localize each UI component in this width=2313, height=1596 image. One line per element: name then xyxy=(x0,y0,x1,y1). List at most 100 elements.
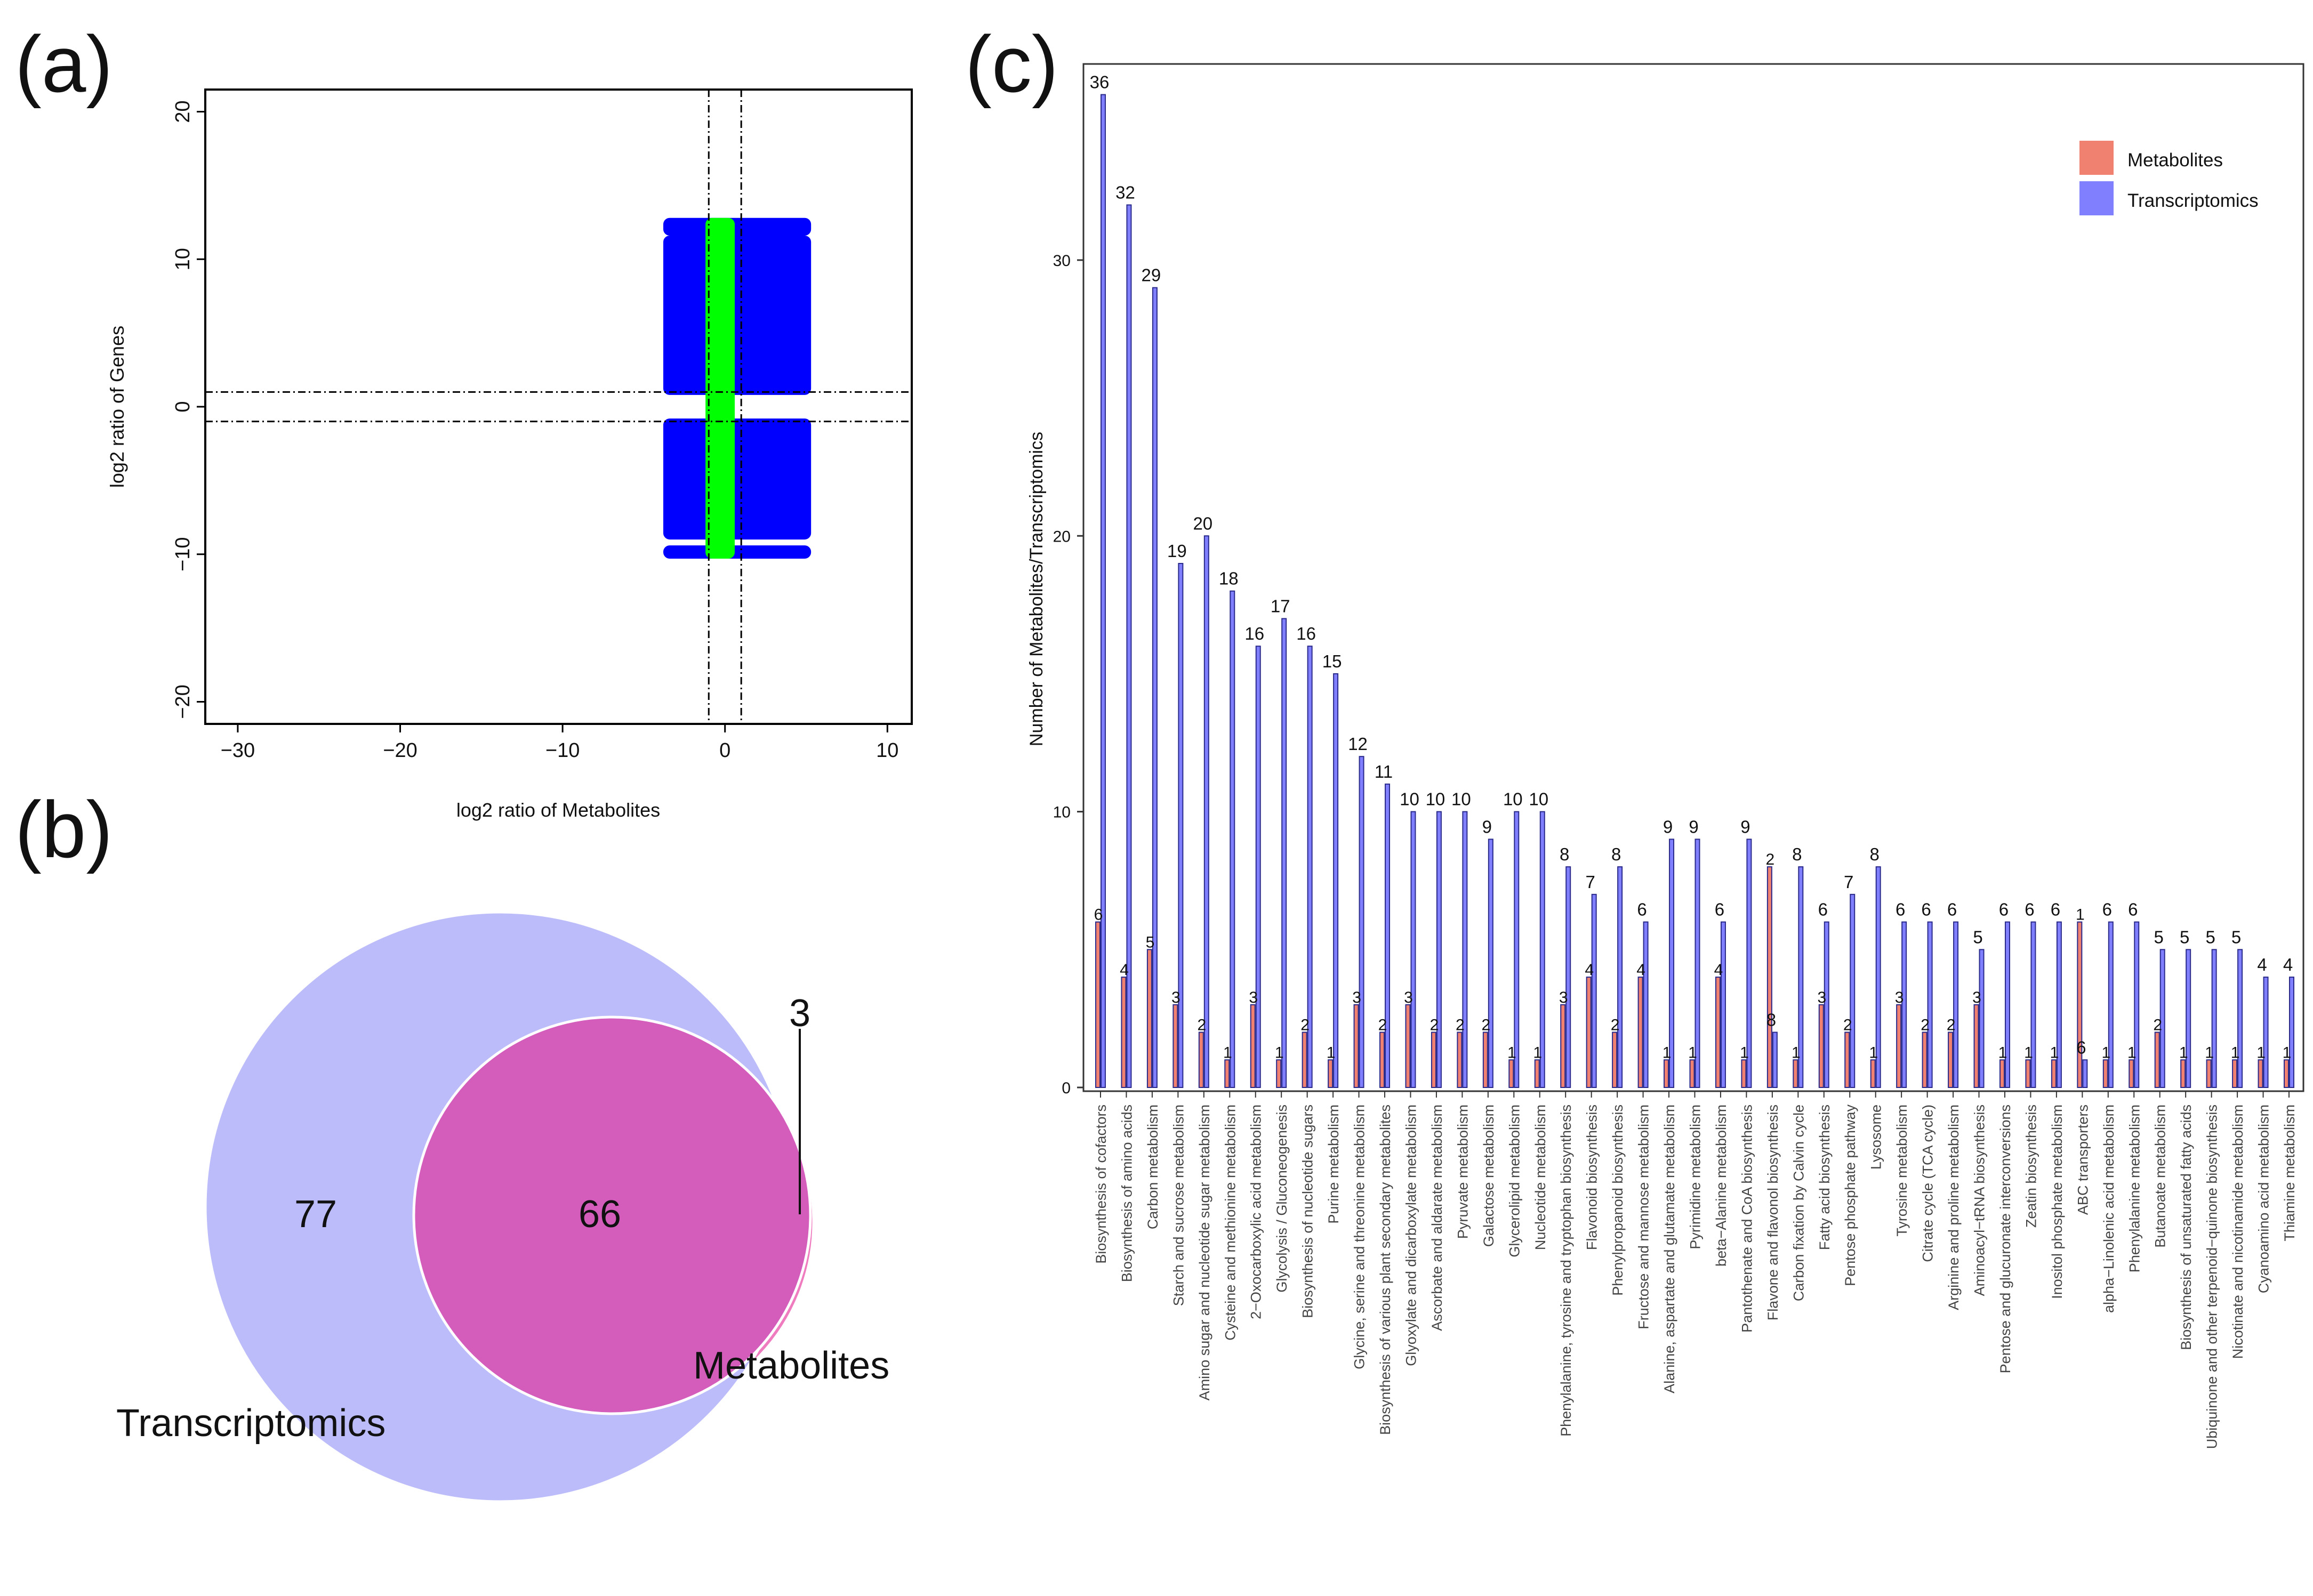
legend-metabolites-swatch xyxy=(2079,141,2114,175)
metabolites-bar xyxy=(1973,1004,1979,1089)
transcriptomics-bar xyxy=(2134,921,2140,1089)
transcriptomics-bar xyxy=(1617,866,1623,1088)
transcriptomics-value-label: 6 xyxy=(1896,900,1905,920)
transcriptomics-value-label: 6 xyxy=(2128,900,2138,920)
y-tick-label: 20 xyxy=(172,100,194,123)
transcriptomics-value-label: 5 xyxy=(2180,927,2189,947)
transcriptomics-bar xyxy=(1333,673,1339,1088)
metabolites-value-label: 1 xyxy=(1792,1044,1801,1061)
transcriptomics-value-label: 6 xyxy=(2025,900,2034,920)
transcriptomics-value-label: 6 xyxy=(1818,900,1828,920)
metabolites-value-label: 4 xyxy=(1636,961,1645,979)
metabolites-bar xyxy=(1664,1059,1669,1089)
transcriptomics-value-label: 5 xyxy=(2231,927,2241,947)
category-label: Inositol phosphate metabolism xyxy=(2049,1105,2065,1299)
transcriptomics-bar xyxy=(1901,921,1907,1089)
transcriptomics-bar xyxy=(1436,811,1442,1088)
transcriptomics-value-label: 10 xyxy=(1503,789,1523,809)
metabolites-bar xyxy=(1637,977,1643,1089)
metabolites-value-label: 1 xyxy=(1998,1044,2007,1061)
bar-y-tick-label: 10 xyxy=(1053,804,1071,821)
metabolites-bar xyxy=(2206,1059,2212,1089)
x-axis-ticks: −30 −20 −10 0 10 xyxy=(221,724,898,762)
metabolites-value-label: 1 xyxy=(1869,1044,1878,1061)
category-label: ABC transporters xyxy=(2075,1105,2091,1215)
transcriptomics-bar xyxy=(1488,839,1493,1088)
metabolites-value-label: 3 xyxy=(1404,989,1413,1006)
legend-transcriptomics-label: Transcriptomics xyxy=(2127,190,2259,211)
metabolites-value-label: 1 xyxy=(2231,1044,2240,1061)
blue-point-block xyxy=(663,545,812,559)
transcriptomics-bar xyxy=(1565,866,1571,1088)
transcriptomics-bar xyxy=(1824,921,1829,1089)
transcriptomics-value-label: 8 xyxy=(1611,844,1621,864)
blue-point-block xyxy=(663,217,812,236)
transcriptomics-bar xyxy=(2159,949,2165,1089)
metabolites-value-label: 3 xyxy=(1249,989,1258,1006)
transcriptomics-value-label: 6 xyxy=(2051,900,2060,920)
metabolites-bar xyxy=(1198,1031,1204,1089)
metabolites-value-label: 3 xyxy=(1171,989,1180,1006)
metabolites-value-label: 1 xyxy=(1663,1044,1672,1061)
transcriptomics-value-label: 11 xyxy=(1375,762,1393,781)
transcriptomics-bar xyxy=(1669,839,1675,1088)
transcriptomics-bar xyxy=(2082,1059,2088,1089)
transcriptomics-value-label: 6 xyxy=(2076,1037,2086,1057)
metabolites-value-label: 2 xyxy=(1766,851,1775,868)
transcriptomics-value-label: 6 xyxy=(1921,900,1931,920)
transcriptomics-bar xyxy=(1850,893,1856,1088)
category-label: Citrate cycle (TCA cycle) xyxy=(1920,1105,1936,1262)
metabolites-value-label: 3 xyxy=(1352,989,1361,1006)
metabolites-value-label: 2 xyxy=(1482,1017,1491,1034)
metabolites-value-label: 1 xyxy=(1327,1044,1336,1061)
transcriptomics-value-label: 29 xyxy=(1142,265,1161,285)
legend: Metabolites Transcriptomics xyxy=(2079,141,2259,215)
metabolites-bar xyxy=(1405,1004,1411,1089)
metabolites-bar xyxy=(1121,977,1127,1089)
metabolites-bar xyxy=(2102,1059,2108,1089)
y-axis-ticks: −20 −10 0 10 20 xyxy=(172,100,205,719)
category-label: Pyruvate metabolism xyxy=(1455,1105,1471,1239)
x-tick-label: −10 xyxy=(545,739,580,762)
bar-y-tick-label: 30 xyxy=(1053,252,1071,270)
metabolites-bar xyxy=(1922,1031,1928,1089)
metabolites-bar xyxy=(2180,1059,2186,1089)
metabolites-value-label: 2 xyxy=(1300,1017,1310,1034)
metabolites-bar xyxy=(1276,1059,1282,1089)
category-label: Butanoate metabolism xyxy=(2153,1105,2169,1248)
metabolites-bar xyxy=(1560,1004,1566,1089)
category-label: alpha−Linolenic acid metabolism xyxy=(2101,1105,2117,1313)
transcriptomics-value-label: 18 xyxy=(1219,569,1239,589)
bar-category-labels: Biosynthesis of cofactors Biosynthesis of… xyxy=(1093,1091,2298,1449)
metabolites-value-label: 4 xyxy=(1120,961,1129,979)
metabolites-bar xyxy=(1379,1031,1385,1089)
category-label: Fructose and mannose metabolism xyxy=(1636,1105,1652,1329)
category-label: Glycine, serine and threonine metabolism xyxy=(1352,1105,1368,1369)
transcriptomics-bar xyxy=(2186,949,2191,1089)
bar-chart-frame xyxy=(1082,63,2304,1092)
metabolites-bar xyxy=(1612,1031,1618,1089)
category-label: Pentose and glucuronate interconversions xyxy=(1997,1105,2013,1373)
category-label: Amino sugar and nucleotide sugar metabol… xyxy=(1196,1105,1212,1400)
category-label: Carbon metabolism xyxy=(1145,1105,1161,1229)
transcriptomics-value-label: 9 xyxy=(1482,817,1492,836)
metabolites-value-label: 1 xyxy=(2179,1044,2188,1061)
category-label: Glyoxylate and dicarboxylate metabolism xyxy=(1403,1105,1419,1366)
y-axis-title: log2 ratio of Genes xyxy=(106,326,128,488)
category-label: Pyrimidine metabolism xyxy=(1688,1105,1704,1250)
metabolites-bar xyxy=(2284,1059,2289,1089)
metabolites-bar xyxy=(1534,1059,1540,1089)
transcriptomics-value-label: 9 xyxy=(1689,817,1698,836)
metabolites-value-label: 2 xyxy=(1430,1017,1439,1034)
transcriptomics-bar xyxy=(1410,811,1416,1088)
category-label: Biosynthesis of various plant secondary … xyxy=(1377,1105,1393,1435)
category-label: Zeatin biosynthesis xyxy=(2023,1105,2039,1228)
metabolites-bar xyxy=(2154,1031,2160,1089)
category-label: Ubiquinone and other terpenoid−quinone b… xyxy=(2204,1105,2220,1449)
metabolites-bar xyxy=(1095,921,1101,1089)
transcriptomics-value-label: 10 xyxy=(1400,789,1419,809)
metabolites-value-label: 2 xyxy=(1378,1017,1387,1034)
metabolites-set-label: Metabolites xyxy=(693,1344,889,1387)
metabolites-value-label: 5 xyxy=(1146,933,1155,951)
